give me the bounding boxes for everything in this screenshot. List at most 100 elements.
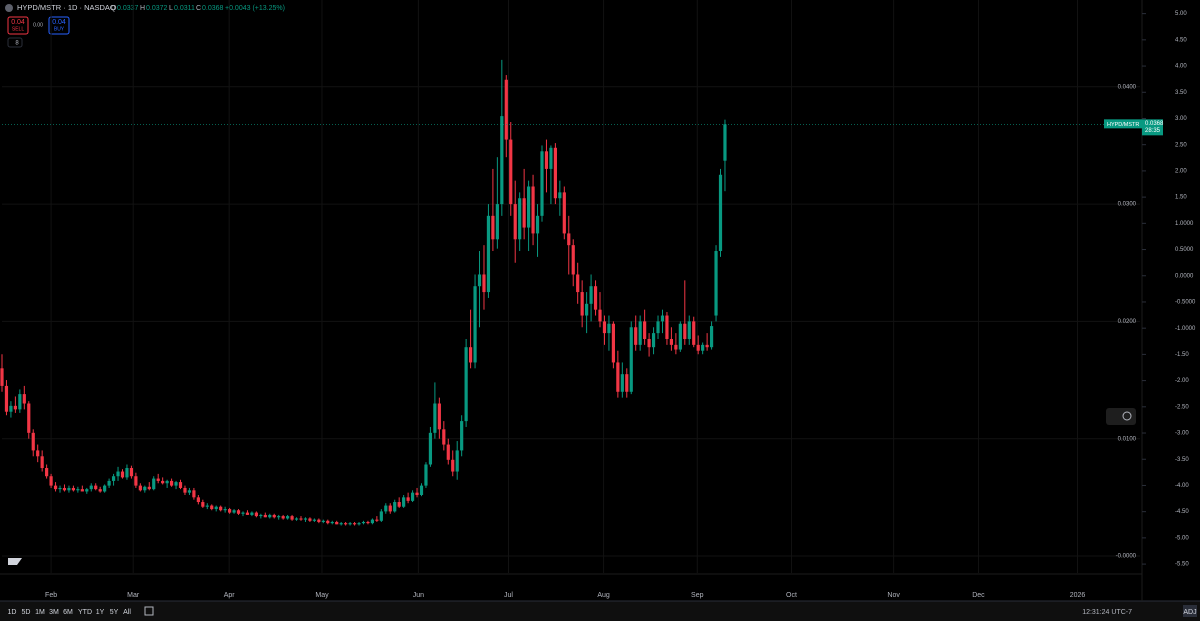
candle-body <box>428 432 433 465</box>
y2-tick-label: 0.0000 <box>1175 273 1194 279</box>
symbol: HYPD/MSTR · 1D · NASDAQ <box>17 3 116 12</box>
candle-body <box>522 198 526 228</box>
adj-label: ADJ <box>1183 609 1196 616</box>
range-button[interactable]: All <box>123 609 131 616</box>
candle-body <box>103 485 107 492</box>
candle-body <box>36 450 40 457</box>
sell-button[interactable] <box>7 16 29 35</box>
candle-body <box>585 303 589 316</box>
candle-body <box>223 509 227 511</box>
candle-body <box>674 344 678 350</box>
spread: 0.00 <box>33 22 43 28</box>
candle-body <box>643 321 647 339</box>
candle-body <box>0 368 4 386</box>
candle-body <box>665 315 669 339</box>
candle-body <box>410 492 415 501</box>
candle-body <box>460 421 464 451</box>
candle-body <box>397 502 401 507</box>
candle-body <box>294 518 299 520</box>
y2-tick-label: -1.0000 <box>1175 326 1196 332</box>
candle-body <box>196 497 200 503</box>
last-price-bg <box>1142 119 1163 136</box>
candle-body <box>558 192 562 199</box>
range-button[interactable]: 5Y <box>110 609 119 616</box>
candle-body <box>241 512 245 514</box>
candle-body <box>174 482 178 486</box>
candle-body <box>442 429 446 445</box>
candle-body <box>419 485 424 495</box>
y2-tick-label: 1.50 <box>1175 195 1187 201</box>
candle-body <box>232 510 236 513</box>
candle-body <box>326 520 330 524</box>
sell-price: 0.04 <box>11 19 25 26</box>
candle-body <box>245 512 250 515</box>
candle-body <box>718 174 723 252</box>
range-button[interactable]: 3M <box>49 609 59 616</box>
candle-body <box>620 374 624 392</box>
x-tick-label: 2026 <box>1070 592 1086 599</box>
x-tick-label: Dec <box>972 592 985 599</box>
candle-body <box>58 487 62 490</box>
y-tick-label: -0.0000 <box>1116 554 1137 560</box>
candle-body <box>348 523 352 525</box>
candle-body <box>366 521 370 524</box>
adj-button[interactable] <box>1183 605 1197 617</box>
candle-body <box>352 523 357 525</box>
x-tick-label: Jul <box>504 592 513 599</box>
candle-body <box>286 516 290 519</box>
candle-body <box>607 323 611 334</box>
candle-body <box>268 514 272 518</box>
candle-body <box>49 476 53 486</box>
x-tick-label: May <box>315 592 329 599</box>
candle-body <box>281 516 285 519</box>
x-tick-label: Sep <box>691 592 704 599</box>
candle-body <box>468 347 473 363</box>
range-button[interactable]: YTD <box>78 609 92 616</box>
indicator-toggle[interactable] <box>7 37 23 48</box>
candle-body <box>696 344 700 351</box>
candle-body <box>317 519 321 522</box>
candle-body <box>504 79 508 140</box>
range-button[interactable]: 1Y <box>96 609 105 616</box>
candle-body <box>571 245 575 275</box>
candle-body <box>509 139 513 205</box>
range-button[interactable]: 1M <box>35 609 45 616</box>
side-widget[interactable] <box>1106 408 1136 425</box>
range-button[interactable]: 5D <box>22 609 31 616</box>
range-button[interactable]: 1D <box>8 609 17 616</box>
y-tick-label: 0.0400 <box>1118 84 1137 90</box>
x-tick-label: Mar <box>127 592 140 599</box>
side-widget-bg[interactable] <box>1106 408 1136 425</box>
candle-body <box>491 215 495 240</box>
candle-body <box>272 514 276 518</box>
y2-tick-label: -3.50 <box>1175 457 1189 463</box>
candle-body <box>85 489 89 492</box>
candle-body <box>513 204 517 240</box>
candle-body <box>228 509 232 513</box>
candle-body <box>214 506 218 510</box>
candle-body <box>567 233 571 246</box>
candle-body <box>625 374 629 392</box>
candle-body <box>687 321 691 339</box>
candle-body <box>611 323 615 363</box>
candle-body <box>165 480 169 484</box>
range-button[interactable]: 6M <box>63 609 73 616</box>
candle-body <box>40 456 44 469</box>
candle-body <box>205 505 209 507</box>
date-range-icon[interactable] <box>144 606 154 616</box>
buy-button[interactable] <box>48 16 70 35</box>
y2-tick-label: -4.50 <box>1175 509 1189 515</box>
candle-body <box>357 523 361 525</box>
y2-tick-label: -0.5000 <box>1175 300 1196 306</box>
candle-body <box>446 444 450 460</box>
candle-body <box>125 468 129 478</box>
candle-body <box>330 521 334 524</box>
candle-body <box>201 502 205 507</box>
candle-body <box>178 482 183 488</box>
close-label: C <box>196 5 201 12</box>
candle-body <box>111 476 116 481</box>
candle-body <box>187 490 192 493</box>
candle-body <box>277 516 281 518</box>
candle-body <box>13 405 17 410</box>
candle-body <box>477 274 482 287</box>
